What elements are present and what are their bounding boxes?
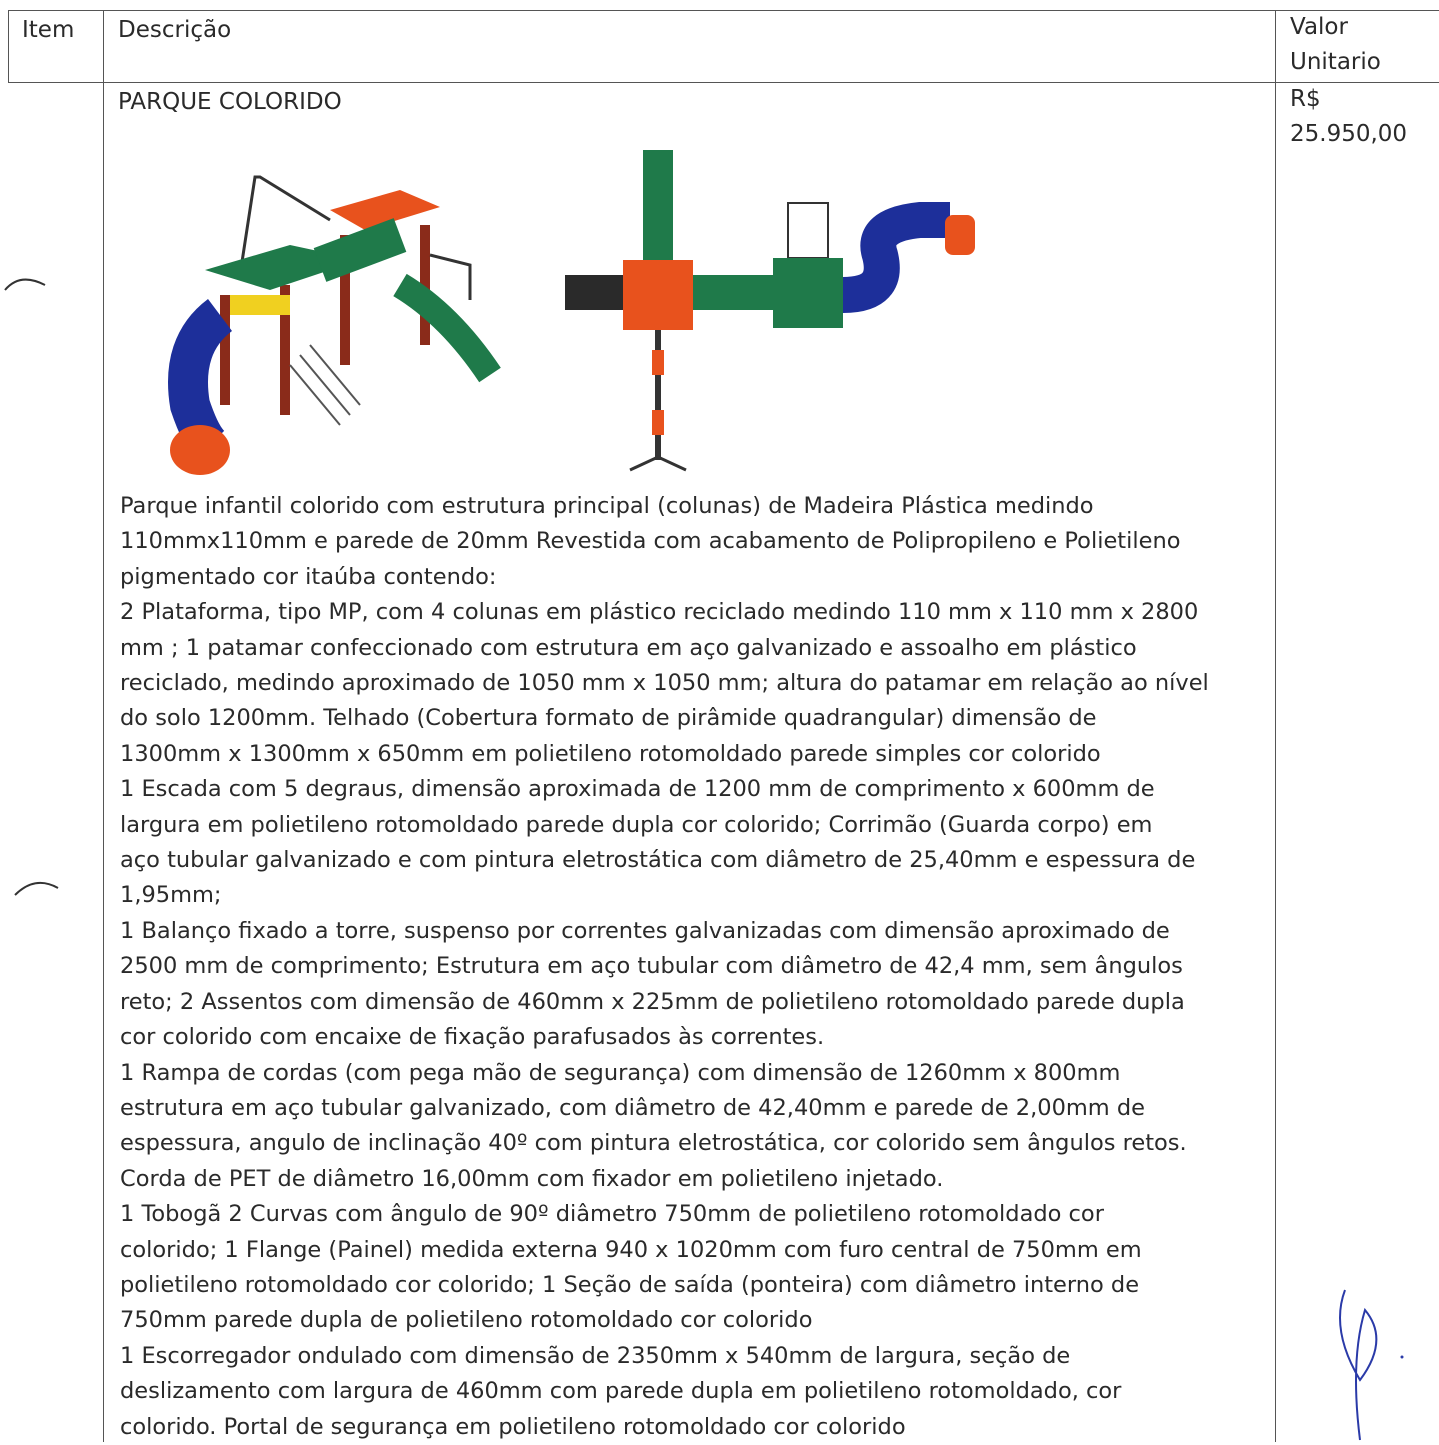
description-line: Parque infantil colorido com estrutura p…: [120, 493, 1094, 519]
header-description: Descrição: [118, 17, 232, 43]
description-line: 1,95mm;: [120, 882, 222, 909]
description-line: deslizamento com largura de 460mm com pa…: [120, 1378, 1122, 1405]
description-line: cor colorido com encaixe de fixação para…: [120, 1024, 825, 1051]
description-line: polietileno rotomoldado cor colorido; 1 …: [120, 1271, 1140, 1298]
row-description: Parque infantil colorido com estrutura p…: [120, 489, 1272, 1445]
description-line: 1 Escada com 5 degraus, dimensão aproxim…: [120, 776, 1155, 803]
header-value: Valor Unitario: [1290, 10, 1381, 81]
header-item: Item: [22, 17, 75, 43]
description-line: 110mmx110mm e parede de 20mm Revestida c…: [120, 528, 1181, 555]
row-value-line: R$: [1290, 86, 1321, 112]
description-line: 2500 mm de comprimento; Estrutura em aço…: [120, 953, 1183, 980]
table-border: [103, 10, 104, 1442]
description-line: 1300mm x 1300mm x 650mm em polietileno r…: [120, 740, 1101, 767]
description-line: reto; 2 Assentos com dimensão de 460mm x…: [120, 988, 1185, 1015]
description-line: 1 Balanço fixado a torre, suspenso por c…: [120, 917, 1170, 944]
row-value: R$ 25.950,00: [1290, 82, 1407, 153]
table-border: [8, 10, 1439, 11]
description-line: 1 Rampa de cordas (com pega mão de segur…: [120, 1059, 1121, 1086]
row-title: PARQUE COLORIDO: [118, 89, 342, 115]
description-line: espessura, angulo de inclinação 40º com …: [120, 1130, 1187, 1157]
table-border: [8, 10, 9, 83]
description-line: estrutura em aço tubular galvanizado, co…: [120, 1094, 1146, 1121]
product-illustrations: [168, 150, 975, 475]
playground-top-view: [565, 150, 975, 472]
description-line: Corda de PET de diâmetro 16,00mm com fix…: [120, 1165, 944, 1192]
header-value-line: Unitario: [1290, 49, 1381, 76]
description-line: do solo 1200mm. Telhado (Cobertura forma…: [120, 705, 1097, 732]
description-line: 2 Plataforma, tipo MP, com 4 colunas em …: [120, 599, 1199, 626]
description-line: colorido; 1 Flange (Painel) medida exter…: [120, 1236, 1142, 1263]
row-value-line: 25.950,00: [1290, 121, 1408, 148]
table-border: [8, 82, 1439, 83]
header-value-line: Valor: [1290, 14, 1348, 40]
description-line: colorido. Portal de segurança em polieti…: [120, 1413, 906, 1440]
description-line: aço tubular galvanizado e com pintura el…: [120, 847, 1196, 874]
description-line: largura em polietileno rotomoldado pared…: [120, 811, 1153, 838]
playground-3d: [168, 175, 501, 475]
table-border: [1275, 10, 1276, 1442]
description-line: 1 Tobogã 2 Curvas com ângulo de 90º diâm…: [120, 1201, 1104, 1228]
description-line: 750mm parede dupla de polietileno rotomo…: [120, 1307, 813, 1334]
description-line: mm ; 1 patamar confeccionado com estrutu…: [120, 634, 1137, 661]
description-line: 1 Escorregador ondulado com dimensão de …: [120, 1342, 1071, 1369]
description-line: reciclado, medindo aproximado de 1050 mm…: [120, 670, 1209, 697]
description-line: pigmentado cor itaúba contendo:: [120, 563, 497, 590]
